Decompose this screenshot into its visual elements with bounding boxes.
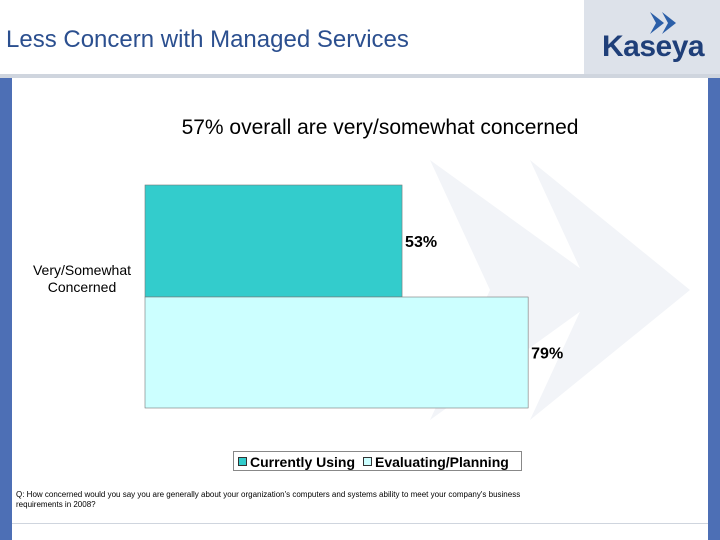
- bar-currently-using: [144, 184, 403, 298]
- footer-divider: [12, 523, 708, 524]
- kaseya-logo: Kaseya: [602, 30, 705, 63]
- legend-swatch-evaluating-planning: [363, 457, 372, 466]
- right-border: [708, 78, 720, 540]
- chart-legend: Currently Using Evaluating/Planning: [233, 451, 522, 471]
- legend-label-currently-using: Currently Using: [250, 454, 356, 470]
- left-border: [0, 78, 12, 540]
- slide-title: Less Concern with Managed Services: [6, 26, 409, 53]
- legend-swatch-currently-using: [238, 457, 247, 466]
- survey-question: Q: How concerned would you say you are g…: [16, 490, 521, 509]
- kaseya-logo-icon: [650, 12, 676, 34]
- legend-label-evaluating-planning: Evaluating/Planning: [375, 454, 509, 470]
- category-label: Very/Somewhat Concerned: [32, 262, 132, 295]
- header-divider: [0, 74, 720, 78]
- logo-panel: Kaseya: [584, 0, 720, 74]
- watermark-icon: [430, 160, 690, 420]
- chart-title: 57% overall are very/somewhat concerned: [181, 116, 579, 139]
